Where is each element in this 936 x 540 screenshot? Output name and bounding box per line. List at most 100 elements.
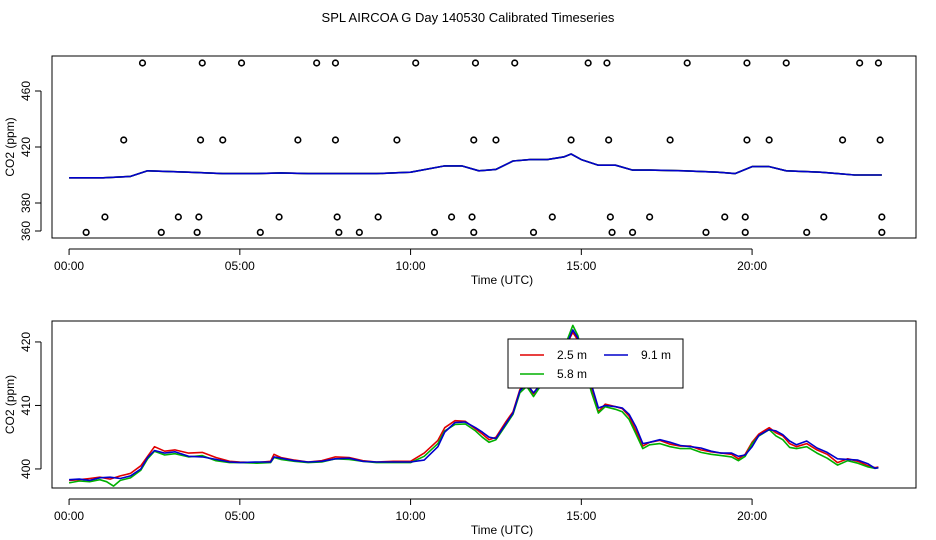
data-point-marker <box>335 228 343 236</box>
data-point-marker <box>374 213 382 221</box>
legend-box <box>507 338 684 389</box>
data-point-marker <box>741 228 749 236</box>
data-point-marker <box>313 59 321 67</box>
y-tick-label: 380 <box>19 193 33 213</box>
data-point-marker <box>511 59 519 67</box>
data-point-marker <box>548 213 556 221</box>
data-point-marker <box>219 136 227 144</box>
data-point-marker <box>878 213 886 221</box>
data-point-marker <box>608 228 616 236</box>
data-point-marker <box>646 213 654 221</box>
data-point-marker <box>470 228 478 236</box>
data-point-marker <box>470 136 478 144</box>
data-point-marker <box>275 213 283 221</box>
data-point-marker <box>876 136 884 144</box>
data-point-marker <box>447 213 456 221</box>
data-point-marker <box>820 213 828 221</box>
figure-title: SPL AIRCOA G Day 140530 Calibrated Times… <box>322 10 615 25</box>
data-point-marker <box>471 59 480 67</box>
y-tick-label: 400 <box>19 459 33 479</box>
x-tick-label: 15:00 <box>566 509 596 523</box>
data-point-marker <box>765 136 773 144</box>
x-axis: 00:00 05:00 10:00 15:00 20:00 Time (UTC) <box>54 498 767 537</box>
x-tick-label: 05:00 <box>225 509 255 523</box>
data-point-marker <box>120 136 128 144</box>
data-point-marker <box>529 228 538 236</box>
data-point-marker <box>196 136 205 144</box>
data-point-marker <box>393 136 401 144</box>
data-point-marker <box>198 59 206 67</box>
data-point-marker <box>628 228 637 236</box>
data-point-marker <box>856 59 864 67</box>
data-point-marker <box>468 213 476 221</box>
x-tick-label: 05:00 <box>225 259 255 273</box>
x-tick-label: 20:00 <box>737 259 767 273</box>
x-tick-label: 20:00 <box>737 509 767 523</box>
x-tick-label: 10:00 <box>396 509 426 523</box>
data-point-marker <box>237 59 246 67</box>
data-point-marker <box>195 213 203 221</box>
y-axis: 400 410 420 CO2 (ppm) <box>3 332 42 479</box>
data-point-marker <box>567 136 575 144</box>
data-point-marker <box>782 59 790 67</box>
data-point-marker <box>584 59 592 67</box>
data-point-marker <box>666 136 674 144</box>
data-point-marker <box>683 59 691 67</box>
plot-frame <box>51 55 917 239</box>
data-point-marker <box>294 136 302 144</box>
legend-label: 9.1 m <box>641 348 671 362</box>
x-axis: 00:00 05:00 10:00 15:00 20:00 Time (UTC) <box>54 248 767 287</box>
data-point-marker <box>878 228 886 236</box>
series-line-9-1-m <box>69 329 879 482</box>
marker-group <box>82 59 886 236</box>
legend: 2.5 m 5.8 m 9.1 m <box>507 338 684 389</box>
x-tick-label: 15:00 <box>566 259 596 273</box>
series-line-9-1-m <box>69 153 882 179</box>
data-point-marker <box>355 228 363 236</box>
series-line-5-8-m <box>68 324 879 487</box>
x-tick-label: 00:00 <box>54 259 84 273</box>
data-point-marker <box>331 136 340 144</box>
y-axis-label: CO2 (ppm) <box>3 117 17 176</box>
data-point-marker <box>743 136 751 144</box>
data-point-marker <box>331 59 340 67</box>
data-point-marker <box>333 213 341 221</box>
y-tick-label: 420 <box>19 137 33 157</box>
data-point-marker <box>430 228 439 236</box>
data-point-marker <box>702 228 710 236</box>
data-point-marker <box>606 213 614 221</box>
y-tick-label: 410 <box>19 395 33 415</box>
data-point-marker <box>82 228 90 236</box>
data-point-marker <box>101 213 109 221</box>
data-point-marker <box>157 228 165 236</box>
x-tick-label: 10:00 <box>396 259 426 273</box>
y-tick-label: 460 <box>19 81 33 101</box>
data-point-marker <box>803 228 811 236</box>
plot-frame <box>51 320 917 489</box>
data-point-marker <box>412 59 420 67</box>
data-point-marker <box>492 136 500 144</box>
y-axis-label: CO2 (ppm) <box>3 375 17 434</box>
data-point-marker <box>741 213 749 221</box>
top-plot: 00:00 05:00 10:00 15:00 20:00 Time (UTC) 360 38… <box>3 55 917 287</box>
data-point-marker <box>174 213 182 221</box>
data-point-marker <box>721 213 729 221</box>
x-axis-label: Time (UTC) <box>471 273 533 287</box>
data-point-marker <box>138 59 147 67</box>
data-point-marker <box>603 59 611 67</box>
data-point-marker <box>193 228 201 236</box>
data-point-marker <box>874 59 883 67</box>
y-axis: 360 380 420 460 CO2 (ppm) <box>3 81 42 241</box>
y-tick-label: 360 <box>19 221 33 241</box>
x-axis-label: Time (UTC) <box>471 523 533 537</box>
legend-label: 2.5 m <box>557 348 587 362</box>
series-line-2-5-m <box>69 331 879 482</box>
x-tick-label: 00:00 <box>54 509 84 523</box>
data-point-marker <box>743 59 751 67</box>
data-point-marker <box>838 136 847 144</box>
bottom-plot: 00:00 05:00 10:00 15:00 20:00 Time (UTC) 400 41… <box>3 320 917 537</box>
data-point-marker <box>256 228 264 236</box>
y-tick-label: 420 <box>19 332 33 352</box>
legend-label: 5.8 m <box>557 367 587 381</box>
